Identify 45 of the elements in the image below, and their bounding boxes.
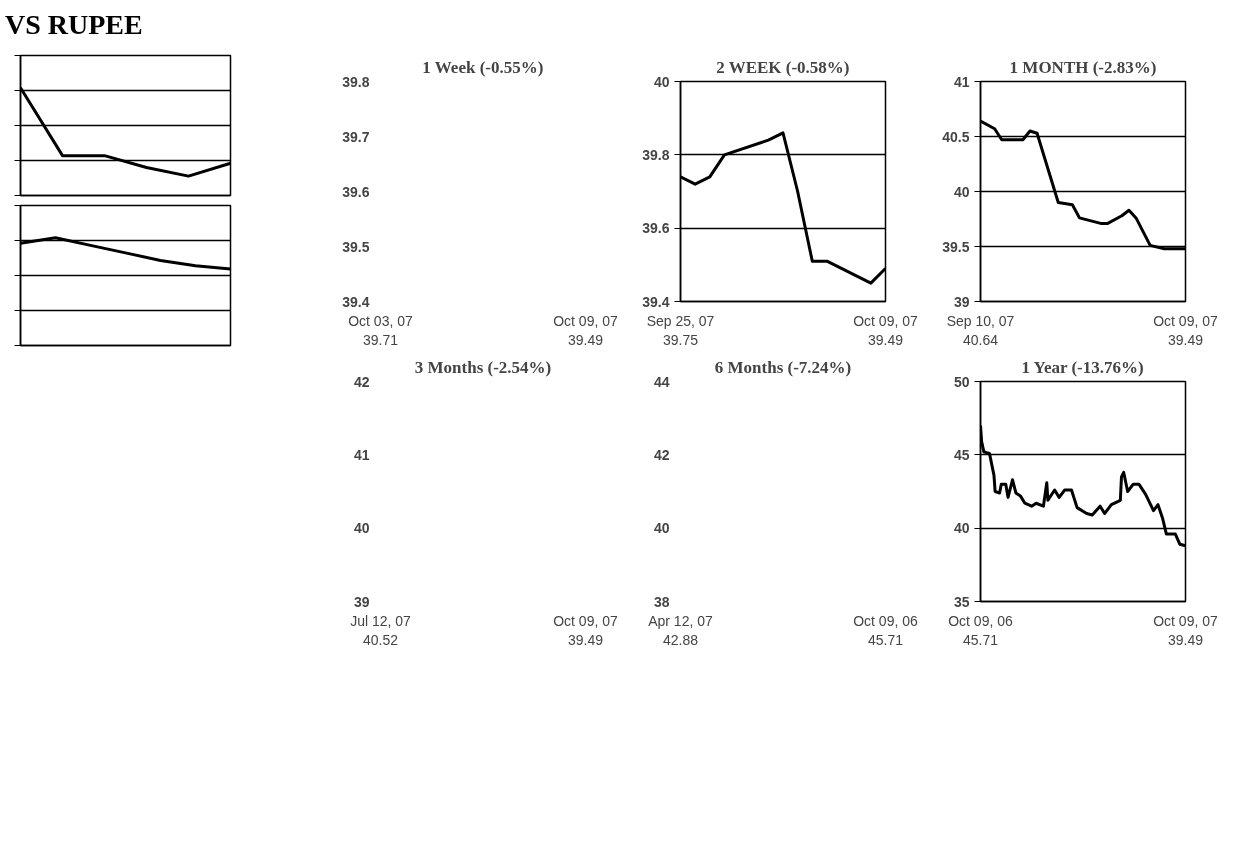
- chart-title: 6 Months (-7.24%): [714, 357, 852, 377]
- chart-title: 2 WEEK (-0.58%): [716, 57, 850, 77]
- x-tick-label: Oct 09, 07 39.49: [553, 612, 619, 648]
- chart-title: 1 Week (-0.55%): [422, 57, 544, 77]
- y-tick-label: 39.4: [342, 293, 370, 310]
- x-tick-label: Oct 03, 07 39.71: [348, 312, 414, 348]
- y-tick-label: 39.6: [642, 220, 670, 237]
- x-tick-label: Sep 25, 07 39.75: [646, 312, 715, 348]
- x-tick-label: Apr 12, 07 42.88: [648, 612, 714, 648]
- y-tick-label: 39.8: [642, 146, 670, 163]
- y-tick-label: 42: [653, 446, 670, 463]
- y-tick-label: 44: [653, 373, 670, 390]
- y-tick-label: 40.5: [942, 128, 970, 145]
- y-tick-label: 40: [653, 73, 670, 90]
- y-tick-label: 38: [653, 593, 670, 610]
- text: VS RUPEE: [5, 9, 143, 40]
- x-tick-label: Jul 12, 07 40.52: [350, 612, 412, 648]
- y-tick-label: 40: [953, 520, 970, 537]
- chart-title: 3 Months (-2.54%): [414, 357, 552, 377]
- y-tick-label: 39.5: [342, 238, 370, 255]
- x-tick-label: Oct 09, 07 39.49: [1153, 612, 1219, 648]
- y-tick-label: 39.5: [942, 238, 970, 255]
- y-tick-label: 39.4: [642, 293, 670, 310]
- y-tick-label: 35: [953, 593, 970, 610]
- y-tick-label: 42: [353, 373, 370, 390]
- y-tick-label: 41: [353, 446, 370, 463]
- y-tick-label: 50: [953, 373, 970, 390]
- chart-title: 1 Year (-13.76%): [1021, 357, 1144, 377]
- x-tick-label: Sep 10, 07 40.64: [946, 312, 1015, 348]
- y-tick-label: 39.8: [342, 73, 370, 90]
- y-tick-label: 40: [653, 520, 670, 537]
- y-tick-label: 41: [953, 73, 970, 90]
- y-tick-label: 39: [953, 293, 970, 310]
- x-tick-label: Oct 09, 07 39.49: [553, 312, 619, 348]
- y-tick-label: 39.6: [342, 183, 370, 200]
- y-tick-label: 39.7: [342, 128, 370, 145]
- x-tick-label: Oct 09, 06 45.71: [853, 612, 919, 648]
- chart-title: 1 MONTH (-2.83%): [1009, 57, 1157, 77]
- y-tick-label: 45: [953, 446, 970, 463]
- y-tick-label: 40: [953, 183, 970, 200]
- y-tick-label: 39: [353, 593, 370, 610]
- x-tick-label: Oct 09, 07 39.49: [1153, 312, 1219, 348]
- x-tick-label: Oct 09, 07 39.49: [853, 312, 919, 348]
- y-tick-label: 40: [353, 520, 370, 537]
- x-tick-label: Oct 09, 06 45.71: [948, 612, 1014, 648]
